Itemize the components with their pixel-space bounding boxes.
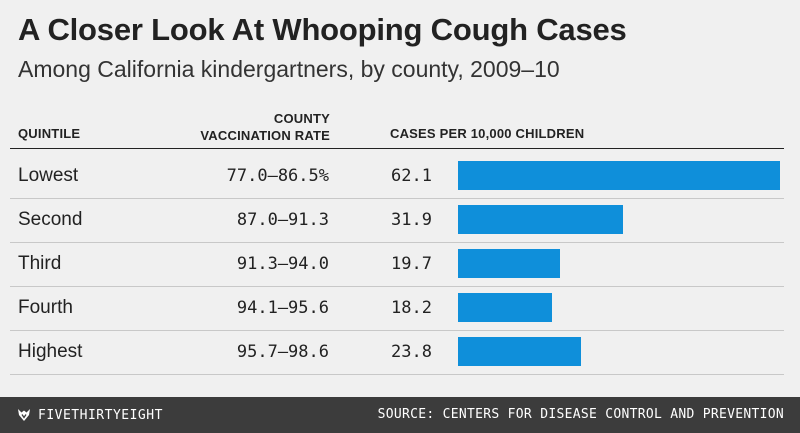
column-header-vaccination-rate-line2: VACCINATION RATE xyxy=(200,128,330,143)
cases-bar xyxy=(458,161,780,190)
cases-bar xyxy=(458,205,623,234)
table-row: Third 91.3–94.0 19.7 xyxy=(10,243,784,287)
cases-value: 18.2 xyxy=(391,298,432,318)
quintile-label: Lowest xyxy=(18,165,79,186)
vaccination-rate-value: 87.0–91.3 xyxy=(236,210,329,230)
column-header-vaccination-rate: COUNTY VACCINATION RATE xyxy=(160,110,330,144)
cases-bar xyxy=(458,337,581,366)
quintile-label: Highest xyxy=(18,341,83,362)
source-note: SOURCE: CENTERS FOR DISEASE CONTROL AND … xyxy=(377,407,784,422)
chart-title: A Closer Look At Whooping Cough Cases xyxy=(18,12,627,47)
cases-bar xyxy=(458,293,552,322)
quintile-label: Second xyxy=(18,209,83,230)
column-header-quintile: QUINTILE xyxy=(18,126,81,141)
chart-subtitle: Among California kindergartners, by coun… xyxy=(18,56,560,82)
quintile-label: Fourth xyxy=(18,297,73,318)
vaccination-rate-value: 95.7–98.6 xyxy=(236,342,329,362)
vaccination-rate-value: 94.1–95.6 xyxy=(236,298,329,318)
cases-value: 23.8 xyxy=(391,342,432,362)
vaccination-rate-value: 91.3–94.0 xyxy=(236,254,329,274)
table-row: Second 87.0–91.3 31.9 xyxy=(10,199,784,243)
brand-logo: FIVETHIRTYEIGHT xyxy=(16,407,163,423)
cases-value: 19.7 xyxy=(391,254,432,274)
column-header-cases: CASES PER 10,000 CHILDREN xyxy=(390,126,585,141)
cases-bar xyxy=(458,249,560,278)
table-row: Highest 95.7–98.6 23.8 xyxy=(10,331,784,375)
vaccination-rate-value: 77.0–86.5% xyxy=(226,166,329,186)
fivethirtyeight-fox-icon xyxy=(18,409,30,421)
quintile-label: Third xyxy=(18,253,62,274)
table-row: Lowest 77.0–86.5% 62.1 xyxy=(10,155,784,199)
footer-bar: FIVETHIRTYEIGHT SOURCE: CENTERS FOR DISE… xyxy=(0,397,800,433)
header-rule xyxy=(10,148,784,149)
cases-value: 31.9 xyxy=(391,210,432,230)
table-row: Fourth 94.1–95.6 18.2 xyxy=(10,287,784,331)
brand-name: FIVETHIRTYEIGHT xyxy=(38,407,163,423)
cases-value: 62.1 xyxy=(391,166,432,186)
column-header-vaccination-rate-line1: COUNTY xyxy=(273,111,330,126)
